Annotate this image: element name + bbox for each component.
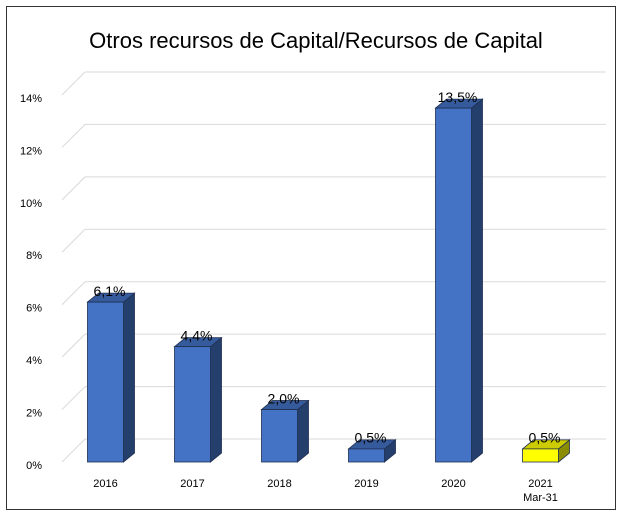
x-tick-line: 2021 [528,478,552,490]
bar [86,292,136,463]
grid-line-side [61,176,86,201]
grid-line-side [61,228,86,253]
y-tick-label: 10% [20,198,42,210]
x-tick-label: 2019 [354,478,378,490]
y-tick-label: 8% [26,250,42,262]
bar [521,439,571,463]
bar-side [123,292,135,463]
data-label: 0,5% [529,430,561,446]
grid-line-side [61,386,86,410]
grid-line-side [61,438,86,463]
bar [347,439,397,463]
x-tick-label: 2017 [180,478,204,490]
bar-side [210,336,222,463]
data-label: 0,5% [355,430,387,446]
grid-line-side [61,124,86,148]
bar [434,98,484,463]
bar-side [297,399,309,463]
bar-front [174,346,211,463]
x-tick-line: Mar-31 [523,492,558,504]
bar-front [348,448,385,463]
data-label: 4,4% [181,327,213,343]
grid-line-side [61,71,86,96]
x-tick-label: 2021 Mar-31 [523,478,558,504]
bar-front [435,107,472,463]
x-tick-label: 2020 [441,478,465,490]
bar [173,336,223,463]
bar-side [471,98,483,463]
y-tick-label: 2% [26,407,42,419]
x-tick-label: 2016 [93,478,117,490]
y-tick-label: 6% [26,303,42,315]
bar-front [87,301,124,463]
grid-line-side [61,333,86,358]
x-tick-label: 2018 [267,478,291,490]
chart-title: Otros recursos de Capital/Recursos de Ca… [89,28,543,53]
y-tick-label: 14% [20,93,42,105]
y-tick-label: 12% [20,145,42,157]
y-tick-label: 4% [26,355,42,367]
data-label: 2,0% [268,390,300,406]
grid-line-side [61,281,86,306]
bar-front [261,409,298,463]
bar-front [522,448,559,463]
data-label: 6,1% [94,283,126,299]
bar [260,399,310,463]
data-label: 13,5% [438,89,478,105]
y-tick-label: 0% [26,460,42,472]
